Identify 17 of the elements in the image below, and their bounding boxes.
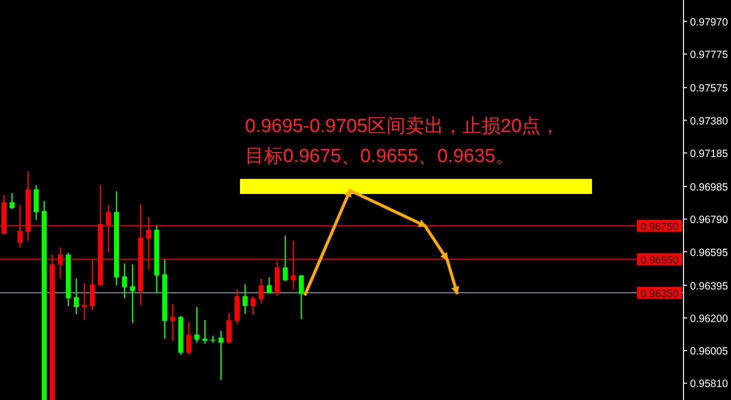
y-tick-label: 0.96200 — [690, 312, 728, 325]
y-tick-label: 0.97970 — [690, 16, 728, 28]
y-tick-label: 0.97380 — [690, 115, 728, 128]
y-tick-label: 0.97185 — [690, 148, 728, 160]
annotation: 0.9695-0.9705区间卖出，止损20点， — [245, 116, 560, 137]
y-tick-label: 0.97775 — [690, 49, 728, 62]
ref-line-label: 0.96550 — [640, 254, 679, 266]
y-tick-label: 0.96395 — [690, 280, 728, 292]
y-tick-label: 0.96595 — [690, 246, 728, 259]
y-tick-label: 0.96985 — [690, 181, 728, 194]
y-tick-label: 0.96790 — [690, 214, 728, 226]
y-tick-label: 0.96005 — [690, 346, 728, 358]
ref-line-label: 0.96350 — [640, 288, 679, 300]
annotation: 目标0.9675、0.9655、0.9635。 — [245, 146, 514, 167]
y-tick-label: 0.97575 — [690, 82, 728, 95]
ref-line-label: 0.96750 — [640, 220, 679, 233]
y-tick-label: 0.95810 — [690, 378, 728, 390]
